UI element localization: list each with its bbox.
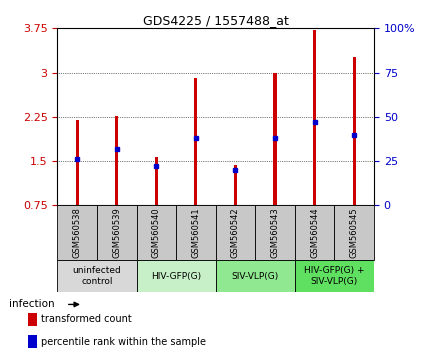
Title: GDS4225 / 1557488_at: GDS4225 / 1557488_at <box>143 14 289 27</box>
Bar <box>57 205 97 260</box>
Text: GSM560542: GSM560542 <box>231 207 240 258</box>
Text: GSM560544: GSM560544 <box>310 207 319 258</box>
Bar <box>255 205 295 260</box>
Bar <box>234 165 237 205</box>
Text: GSM560538: GSM560538 <box>73 207 82 258</box>
Bar <box>295 205 334 260</box>
Text: GSM560541: GSM560541 <box>191 207 201 258</box>
Text: percentile rank within the sample: percentile rank within the sample <box>41 337 206 347</box>
Bar <box>76 120 79 205</box>
Bar <box>313 29 316 205</box>
Bar <box>194 79 198 205</box>
Text: SIV-VLP(G): SIV-VLP(G) <box>232 272 279 281</box>
Text: GSM560545: GSM560545 <box>350 207 359 258</box>
Text: GSM560539: GSM560539 <box>112 207 121 258</box>
Text: GSM560540: GSM560540 <box>152 207 161 258</box>
Bar <box>215 205 255 260</box>
Text: infection: infection <box>8 299 54 309</box>
Bar <box>295 260 374 292</box>
Bar <box>136 260 215 292</box>
Bar <box>155 157 158 205</box>
Bar <box>97 205 136 260</box>
Text: transformed count: transformed count <box>41 314 132 324</box>
Bar <box>57 260 136 292</box>
Bar <box>136 205 176 260</box>
Text: GSM560543: GSM560543 <box>271 207 280 258</box>
Bar <box>273 73 277 205</box>
Bar <box>115 116 118 205</box>
Bar <box>334 205 374 260</box>
Bar <box>176 205 215 260</box>
Bar <box>215 260 295 292</box>
Bar <box>28 313 37 326</box>
Text: HIV-GFP(G) +
SIV-VLP(G): HIV-GFP(G) + SIV-VLP(G) <box>304 267 365 286</box>
Bar <box>353 57 356 205</box>
Text: uninfected
control: uninfected control <box>73 267 121 286</box>
Text: HIV-GFP(G): HIV-GFP(G) <box>151 272 201 281</box>
Bar <box>28 336 37 348</box>
